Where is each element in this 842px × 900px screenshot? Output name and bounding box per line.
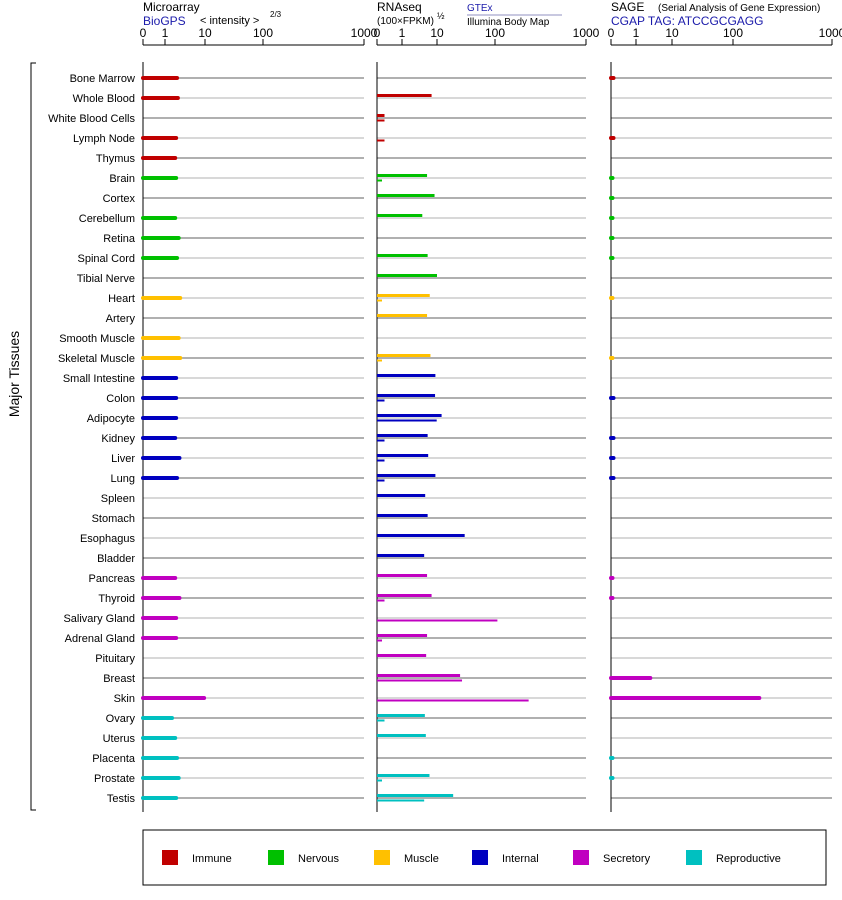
tissue-label: White Blood Cells xyxy=(48,113,135,125)
legend-label: Secretory xyxy=(603,853,651,865)
tissue-label: Skeletal Muscle xyxy=(58,353,135,365)
x-tick-label: 1000 xyxy=(351,26,378,40)
tissue-label: Adipocyte xyxy=(87,413,135,425)
tissue-label: Testis xyxy=(107,793,136,805)
tissue-label: Artery xyxy=(106,313,136,325)
legend-label: Immune xyxy=(192,853,232,865)
bar-layer xyxy=(141,76,762,802)
rnaseq-unit-exponent: ½ xyxy=(437,11,445,21)
tissue-label: Spleen xyxy=(101,493,135,505)
tissue-label: Adrenal Gland xyxy=(65,633,135,645)
legend-label: Nervous xyxy=(298,853,339,865)
tissue-label: Ovary xyxy=(106,713,136,725)
x-tick-label: 0 xyxy=(140,26,147,40)
tissue-label: Placenta xyxy=(92,753,136,765)
tissue-label: Thymus xyxy=(96,153,136,165)
legend-swatch xyxy=(268,850,284,865)
legend: Immune Nervous Muscle Internal Secretory Repr… xyxy=(162,850,781,865)
tissue-label: Liver xyxy=(111,453,135,465)
legend-swatch xyxy=(573,850,589,865)
tissue-labels: Bone Marrow Whole Blood White Blood Cells L… xyxy=(48,73,136,805)
sage-subtitle: CGAP TAG: ATCCGCGAGG xyxy=(611,14,763,28)
rnaseq-unit: (100×FPKM) xyxy=(377,16,434,27)
tissue-label: Whole Blood xyxy=(73,93,135,105)
x-tick-label: 10 xyxy=(198,26,212,40)
y-axis-label: Major Tissues xyxy=(6,331,22,417)
tissue-label: Skin xyxy=(114,693,135,705)
rnaseq-title: RNAseq xyxy=(377,0,422,14)
tissue-label: Spinal Cord xyxy=(78,253,135,265)
x-tick-label: 0 xyxy=(608,26,615,40)
x-tick-label: 10 xyxy=(665,26,679,40)
microarray-unit: < intensity > xyxy=(200,15,259,27)
legend-swatch xyxy=(686,850,702,865)
legend-swatch xyxy=(374,850,390,865)
y-axis-bracket xyxy=(30,62,36,811)
illumina-source-label: Illumina Body Map xyxy=(467,17,550,28)
tissue-label: Bladder xyxy=(97,553,135,565)
tissue-label: Lung xyxy=(111,473,135,485)
legend-label: Muscle xyxy=(404,853,439,865)
legend-label: Internal xyxy=(502,853,539,865)
legend-swatch xyxy=(162,850,178,865)
sage-title: SAGE xyxy=(611,0,644,14)
tissue-label: Breast xyxy=(103,673,135,685)
tissue-label: Salivary Gland xyxy=(63,613,135,625)
axis-layer: 011010010000110100100001101001000 xyxy=(140,26,842,46)
x-tick-label: 1000 xyxy=(573,26,600,40)
microarray-unit-exponent: 2/3 xyxy=(270,10,282,19)
x-tick-label: 1000 xyxy=(819,26,842,40)
legend-label: Reproductive xyxy=(716,853,781,865)
tissue-label: Esophagus xyxy=(80,533,136,545)
x-tick-label: 1 xyxy=(633,26,640,40)
x-tick-label: 1 xyxy=(399,26,406,40)
x-tick-label: 100 xyxy=(723,26,743,40)
microarray-subtitle: BioGPS xyxy=(143,14,186,28)
tissue-label: Small Intestine xyxy=(63,373,135,385)
x-tick-label: 1 xyxy=(162,26,169,40)
tissue-label: Uterus xyxy=(103,733,136,745)
tissue-label: Cerebellum xyxy=(79,213,135,225)
tissue-label: Bone Marrow xyxy=(70,73,135,85)
legend-swatch xyxy=(472,850,488,865)
tissue-label: Tibial Nerve xyxy=(77,273,135,285)
tissue-label: Heart xyxy=(108,293,135,305)
tissue-label: Stomach xyxy=(92,513,135,525)
tissue-label: Cortex xyxy=(103,193,136,205)
tissue-label: Kidney xyxy=(101,433,135,445)
sage-title-note: (Serial Analysis of Gene Expression) xyxy=(658,3,820,14)
tissue-label: Lymph Node xyxy=(73,133,135,145)
tissue-label: Colon xyxy=(106,393,135,405)
x-tick-label: 0 xyxy=(374,26,381,40)
tissue-label: Retina xyxy=(103,233,136,245)
x-tick-label: 100 xyxy=(485,26,505,40)
tissue-label: Prostate xyxy=(94,773,135,785)
tissue-label: Smooth Muscle xyxy=(59,333,135,345)
tissue-label: Pituitary xyxy=(95,653,135,665)
tissue-label: Brain xyxy=(109,173,135,185)
microarray-title: Microarray xyxy=(143,0,200,14)
tissue-label: Thyroid xyxy=(98,593,135,605)
x-tick-label: 100 xyxy=(253,26,273,40)
gtex-source-label: GTEx xyxy=(467,3,493,14)
tissue-label: Pancreas xyxy=(89,573,136,585)
x-tick-label: 10 xyxy=(430,26,444,40)
